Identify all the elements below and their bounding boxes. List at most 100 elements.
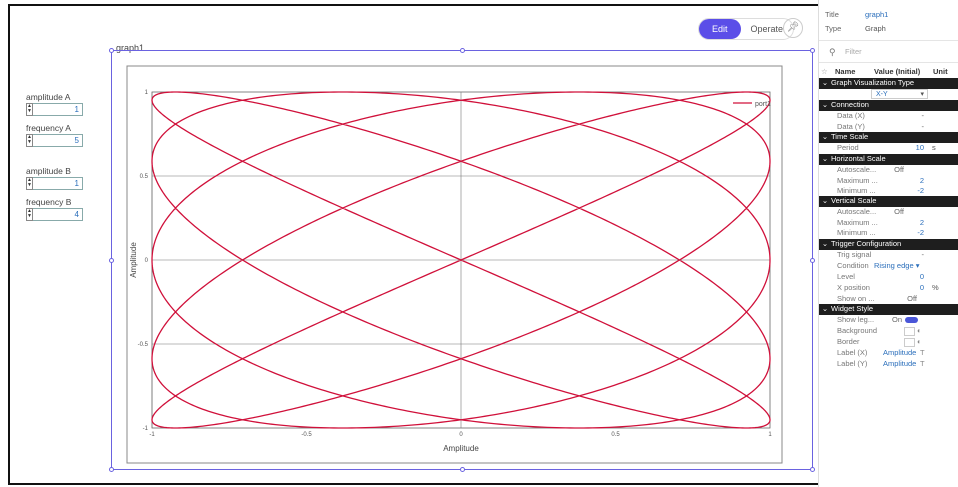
numeric-input[interactable]: 4 xyxy=(33,208,83,221)
control-label: amplitude A xyxy=(26,92,71,102)
prop-data-y[interactable]: Data (Y) - xyxy=(819,122,958,133)
control-frequency-b: frequency B ▲ ▼ 4 xyxy=(26,197,83,221)
viz-type-value: X-Y xyxy=(876,91,888,98)
stepper-icon[interactable]: ▲ ▼ xyxy=(26,134,33,147)
legend: port1 xyxy=(733,101,771,108)
stepper-icon[interactable]: ▲ ▼ xyxy=(26,208,33,221)
control-frequency-a: frequency A ▲ ▼ 5 xyxy=(26,123,83,147)
prop-label: X position xyxy=(837,283,870,292)
prop-unit: s xyxy=(932,143,936,152)
section-title: Horizontal Scale xyxy=(831,154,886,163)
stepper-icon[interactable]: ▲ ▼ xyxy=(26,177,33,190)
numeric-input[interactable]: 1 xyxy=(33,103,83,116)
resize-handle[interactable] xyxy=(810,258,815,263)
section-connection[interactable]: ⌄ Connection xyxy=(819,100,958,111)
prop-label: Minimum ... xyxy=(837,228,876,237)
numeric-input[interactable]: 1 xyxy=(33,177,83,190)
column-headers: ☆ Name Value (Initial) Unit xyxy=(819,67,958,78)
mode-toggle: Edit Operate xyxy=(698,18,795,40)
viz-type-select[interactable]: X-Y ▾ xyxy=(871,89,928,99)
prop-label: Maximum ... xyxy=(837,218,878,227)
y-tick-label: 0.5 xyxy=(140,174,149,180)
resize-handle[interactable] xyxy=(460,48,465,53)
prop-value: - xyxy=(921,250,925,259)
resize-handle[interactable] xyxy=(460,467,465,472)
section-title: Widget Style xyxy=(831,304,874,313)
canvas-frame xyxy=(8,4,818,485)
chevron-down-icon: ⌄ xyxy=(821,78,829,87)
pin-icon[interactable]: 📌︎ xyxy=(783,18,803,38)
prop-h-minimum[interactable]: Minimum ... -2 xyxy=(819,186,958,197)
resize-handle[interactable] xyxy=(109,258,114,263)
resize-handle[interactable] xyxy=(810,48,815,53)
prop-period[interactable]: Period 10 s xyxy=(819,143,958,154)
edit-button[interactable]: Edit xyxy=(699,19,741,39)
prop-condition[interactable]: Condition Rising edge ▾ xyxy=(819,261,958,272)
prop-label-x[interactable]: Label (X) Amplitude T xyxy=(819,348,958,359)
chevron-down-icon: ⌄ xyxy=(821,304,829,313)
prop-border[interactable]: Border ◐ xyxy=(819,337,958,348)
control-label: frequency B xyxy=(26,197,72,207)
title-value[interactable]: graph1 xyxy=(865,10,889,19)
section-title: Trigger Configuration xyxy=(831,239,902,248)
prop-label: Level xyxy=(837,272,855,281)
chevron-down-icon: ⌄ xyxy=(821,132,829,141)
section-viz-type[interactable]: ⌄ Graph Visualization Type xyxy=(819,78,958,89)
prop-show-on[interactable]: Show on ... Off xyxy=(819,294,958,305)
prop-v-autoscale[interactable]: Autoscale... Off xyxy=(819,207,958,218)
palette-icon: ◐ xyxy=(917,337,922,346)
star-icon[interactable]: ☆ xyxy=(821,67,828,76)
properties-panel: Title graph1 Type Graph ⚲ Filter ☆ Name … xyxy=(818,0,958,487)
text-format-icon: T xyxy=(920,359,925,368)
prop-x-position[interactable]: X position 0% xyxy=(819,283,958,294)
prop-label: Border xyxy=(837,337,860,346)
chevron-down-icon: ⌄ xyxy=(821,154,829,163)
x-tick-label: -0.5 xyxy=(301,432,312,438)
prop-background[interactable]: Background ◐ xyxy=(819,326,958,337)
control-label: frequency A xyxy=(26,123,71,133)
control-label: amplitude B xyxy=(26,166,71,176)
prop-value: -2 xyxy=(917,186,924,195)
resize-handle[interactable] xyxy=(109,48,114,53)
toggle-switch[interactable] xyxy=(905,317,919,324)
prop-label: Minimum ... xyxy=(837,186,876,195)
prop-v-maximum[interactable]: Maximum ... 2 xyxy=(819,218,958,229)
section-title: Connection xyxy=(831,100,869,109)
section-title: Graph Visualization Type xyxy=(831,78,915,87)
filter-field[interactable]: ⚲ Filter xyxy=(819,47,958,59)
section-time-scale[interactable]: ⌄ Time Scale xyxy=(819,132,958,143)
chevron-down-icon: ▾ xyxy=(915,261,920,270)
title-row: Title graph1 xyxy=(819,10,958,21)
numeric-input[interactable]: 5 xyxy=(33,134,83,147)
section-horizontal-scale[interactable]: ⌄ Horizontal Scale xyxy=(819,154,958,165)
y-tick-label: 1 xyxy=(145,90,149,96)
text-format-icon: T xyxy=(920,348,925,357)
prop-label: Period xyxy=(837,143,859,152)
title-key: Title xyxy=(825,10,839,19)
resize-handle[interactable] xyxy=(109,467,114,472)
prop-value: Amplitude xyxy=(883,348,917,357)
section-trigger[interactable]: ⌄ Trigger Configuration xyxy=(819,239,958,250)
x-tick-label: 0 xyxy=(459,432,463,438)
prop-h-maximum[interactable]: Maximum ... 2 xyxy=(819,176,958,187)
x-tick-label: 1 xyxy=(768,432,772,438)
prop-label: Data (Y) xyxy=(837,122,865,131)
x-axis-label: Amplitude xyxy=(443,444,479,453)
stepper-icon[interactable]: ▲ ▼ xyxy=(26,103,33,116)
prop-h-autoscale[interactable]: Autoscale... Off xyxy=(819,165,958,176)
prop-value: Off xyxy=(894,165,904,174)
prop-trig-signal[interactable]: Trig signal - xyxy=(819,250,958,261)
y-tick-label: -1 xyxy=(143,426,149,432)
prop-v-minimum[interactable]: Minimum ... -2 xyxy=(819,228,958,239)
prop-level[interactable]: Level 0 xyxy=(819,272,958,283)
prop-label: Maximum ... xyxy=(837,176,878,185)
prop-data-x[interactable]: Data (X) - xyxy=(819,111,958,122)
resize-handle[interactable] xyxy=(810,467,815,472)
operate-button[interactable]: Operate xyxy=(750,24,784,34)
prop-label-y[interactable]: Label (Y) Amplitude T xyxy=(819,359,958,370)
section-widget-style[interactable]: ⌄ Widget Style xyxy=(819,304,958,315)
prop-show-legend[interactable]: Show leg... On xyxy=(819,315,958,326)
filter-input[interactable]: Filter xyxy=(845,47,862,56)
section-vertical-scale[interactable]: ⌄ Vertical Scale xyxy=(819,196,958,207)
